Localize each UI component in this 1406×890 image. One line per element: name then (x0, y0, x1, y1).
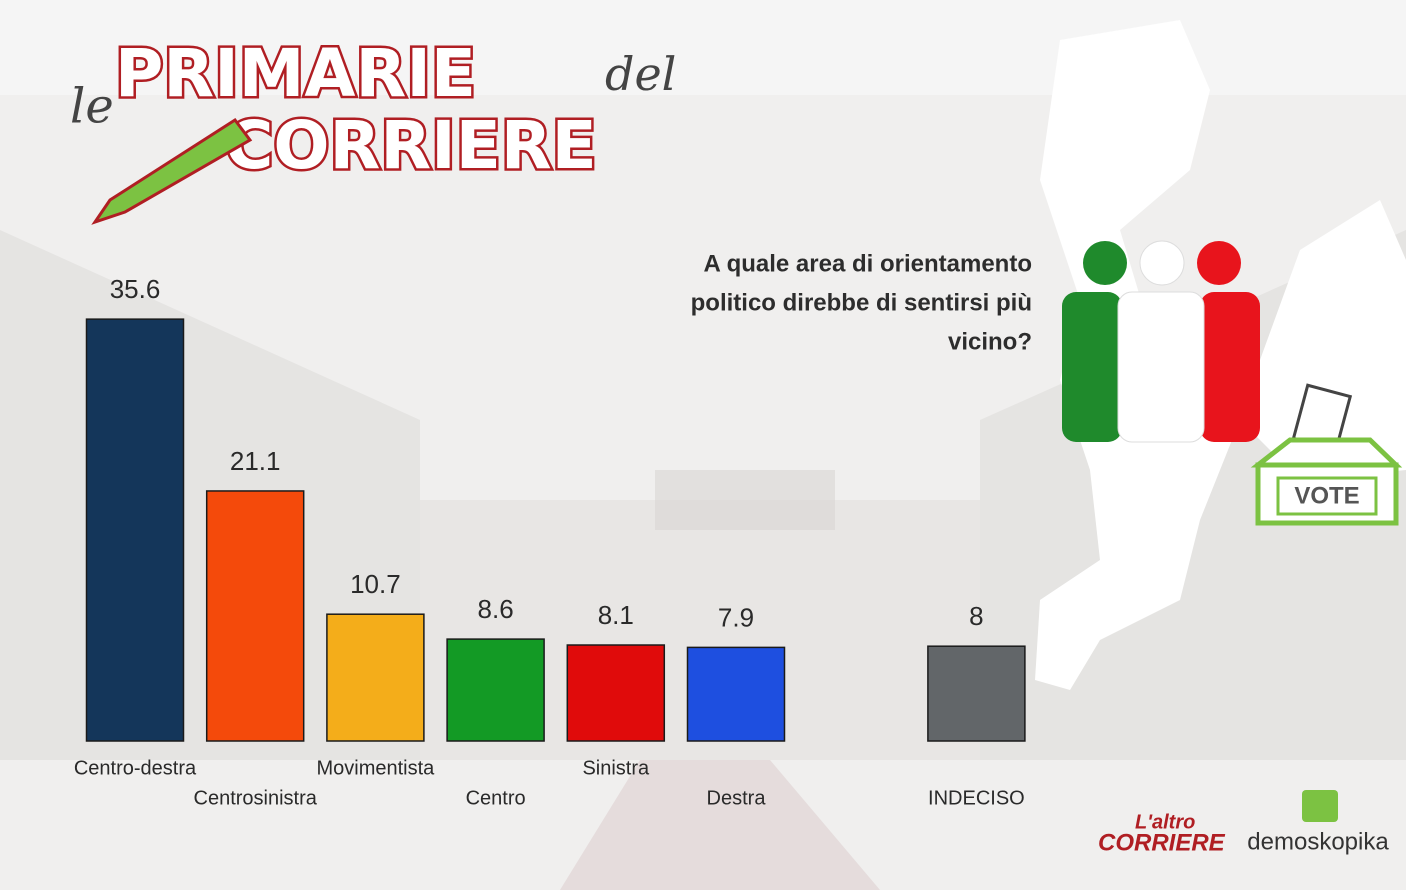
question-line: A quale area di orientamento (703, 250, 1032, 277)
x-tick-label: Centrosinistra (194, 787, 318, 809)
bar (566, 644, 666, 742)
value-label: 7.9 (718, 602, 754, 632)
value-label: 35.6 (110, 274, 161, 304)
source-corriere: CORRIERE (1098, 829, 1226, 856)
x-tick-label: Movimentista (316, 757, 435, 779)
bar (326, 613, 425, 742)
source-laltro: L'altro (1135, 811, 1195, 833)
question-line: politico direbbe di sentirsi più (691, 289, 1032, 316)
value-label: 10.7 (350, 569, 401, 599)
icon-body (1062, 292, 1122, 442)
x-tick-label: Sinistra (582, 757, 650, 779)
icon-head (1083, 241, 1127, 285)
icon-head (1139, 240, 1185, 286)
logo-le: le (70, 79, 114, 135)
x-tick-label: Destra (707, 787, 767, 809)
logo: le PRIMARIE del CORRIERE (70, 33, 676, 225)
logo-del: del (605, 47, 676, 101)
question-line: vicino? (948, 328, 1032, 355)
bar (85, 318, 185, 742)
road (560, 760, 880, 890)
bar (205, 490, 305, 742)
value-label: 8.1 (598, 600, 634, 630)
bar (686, 646, 786, 742)
icon-body (1200, 292, 1260, 442)
source-demoskopika: demoskopika (1247, 828, 1389, 855)
bar (927, 645, 1026, 742)
logo-corriere: CORRIERE (225, 107, 597, 184)
building (655, 470, 835, 530)
x-tick-label: Centro (466, 787, 526, 809)
x-tick-label: Centro-destra (74, 757, 197, 779)
x-tick-label: INDECISO (928, 787, 1025, 809)
demoskopika-icon (1302, 790, 1338, 822)
icon-head (1197, 241, 1241, 285)
bar (446, 638, 545, 742)
source-laltro-corriere: L'altro CORRIERE (1098, 811, 1226, 856)
value-label: 21.1 (230, 446, 281, 476)
value-label: 8.6 (478, 594, 514, 624)
logo-primarie: PRIMARIE (115, 35, 476, 112)
icon-body (1117, 291, 1205, 443)
vote-box: VOTE (1250, 383, 1403, 526)
value-label: 8 (969, 601, 983, 631)
vote-label: VOTE (1294, 482, 1359, 509)
